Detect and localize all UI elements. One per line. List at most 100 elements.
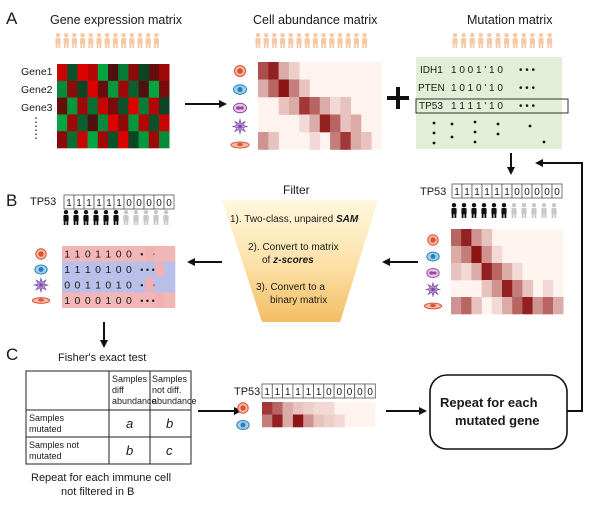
- binary-value: 0: [75, 280, 81, 292]
- filter-step-3a: 3). Convert to a: [256, 282, 325, 293]
- macrophage-icon: [234, 65, 246, 77]
- heat-cell: [502, 263, 513, 281]
- binary-value: 1: [85, 280, 91, 292]
- endothelial-icon: [230, 141, 250, 149]
- person-icon: [163, 210, 169, 225]
- heat-cell: [481, 246, 493, 264]
- binary-value: 1: [64, 264, 70, 276]
- heat-cell: [481, 280, 493, 298]
- heat-cell: [282, 402, 294, 415]
- bit-value: 0: [347, 387, 353, 398]
- heat-cell: [292, 414, 304, 428]
- heat-cell: [57, 80, 68, 98]
- binary-highlight: [145, 247, 154, 261]
- heat-cell: [340, 114, 351, 133]
- person-icon: [153, 33, 159, 48]
- heat-cell: [313, 414, 325, 428]
- tp53-label-right: TP53: [420, 186, 446, 198]
- heat-cell: [77, 114, 88, 132]
- heat-cell: [272, 414, 283, 428]
- person-icon: [469, 33, 475, 48]
- heat-cell: [118, 64, 129, 82]
- heat-cell: [491, 297, 503, 315]
- heat-cell: [118, 114, 129, 132]
- fisher-cell-b2: b: [126, 443, 133, 458]
- heat-cell: [87, 114, 99, 132]
- bit-value: 1: [275, 387, 281, 398]
- heat-cell: [340, 97, 351, 115]
- person-icon: [547, 33, 553, 48]
- heat-cell: [159, 64, 170, 82]
- bit-value: 1: [285, 387, 291, 398]
- person-icon: [121, 33, 127, 48]
- heat-cell: [118, 131, 129, 149]
- fisher-row2-header: Samples not mutated: [29, 440, 82, 461]
- tcell-icon: [34, 264, 48, 275]
- fisher-cell-c: c: [166, 443, 173, 458]
- tcell-icon: [233, 84, 247, 95]
- person-icon: [304, 33, 310, 48]
- filter-step-3b: binary matrix: [270, 295, 327, 306]
- heat-cell: [299, 79, 310, 98]
- binary-row-bg: [62, 261, 176, 277]
- person-icon: [452, 33, 458, 48]
- heat-cell: [340, 132, 351, 150]
- heat-cell: [491, 263, 503, 281]
- dendritic-icon: [231, 117, 249, 136]
- binary-value: 1: [105, 249, 111, 261]
- heat-cell: [309, 97, 321, 115]
- heat-cell: [299, 114, 310, 133]
- binary-value: 0: [95, 295, 101, 307]
- macrophage-icon: [35, 248, 47, 260]
- bit-value: 1: [484, 187, 490, 198]
- bit-value: 0: [544, 187, 550, 198]
- gene-label-1: Gene1: [21, 66, 53, 78]
- binary-value: 1: [75, 249, 81, 261]
- heat-cell: [282, 414, 294, 428]
- heat-cell: [451, 263, 462, 281]
- person-icon: [96, 33, 102, 48]
- heat-cell: [471, 246, 482, 264]
- heat-cell: [278, 97, 290, 115]
- mut-gene-idh1: IDH1: [420, 65, 443, 76]
- bit-value: 0: [146, 198, 152, 209]
- bit-value: 1: [316, 387, 322, 398]
- heat-cell: [309, 114, 321, 133]
- repeat-gene-box: [429, 374, 568, 450]
- binary-value: 1: [64, 295, 70, 307]
- person-icon: [529, 33, 535, 48]
- heat-cell: [461, 297, 472, 315]
- person-icon: [511, 203, 517, 218]
- binary-value: 0: [64, 280, 70, 292]
- heat-cell: [258, 79, 269, 98]
- binary-value: 1: [105, 264, 111, 276]
- heat-cell: [138, 64, 150, 82]
- heat-cell: [138, 114, 150, 132]
- bit-value: 1: [494, 187, 500, 198]
- heat-cell: [258, 62, 269, 80]
- person-icon: [521, 33, 527, 48]
- heat-cell: [258, 132, 269, 150]
- heat-cell: [361, 132, 372, 150]
- fisher-col2-header: Samples not diff. abundance: [152, 374, 197, 406]
- person-icon: [353, 33, 359, 48]
- bit-value: 1: [116, 198, 122, 209]
- heat-cell: [57, 114, 68, 132]
- heat-cell: [262, 402, 273, 415]
- bit-value: 0: [524, 187, 530, 198]
- person-icon: [280, 33, 286, 48]
- heat-cell: [303, 414, 314, 428]
- cell-icons-left: [31, 248, 51, 304]
- heat-cell: [288, 62, 300, 80]
- heat-cell: [159, 80, 170, 98]
- heat-cell: [330, 114, 341, 133]
- heat-cell: [67, 64, 78, 82]
- tp53-label-left: TP53: [30, 196, 56, 208]
- cell-abundance-title: Cell abundance matrix: [253, 13, 378, 27]
- tp53-abundance-heatmap: [451, 229, 564, 315]
- heat-cell: [323, 414, 335, 428]
- heat-cell: [148, 80, 160, 98]
- people-row-cell-abundance: [255, 33, 368, 48]
- loop-arrow: [535, 159, 583, 412]
